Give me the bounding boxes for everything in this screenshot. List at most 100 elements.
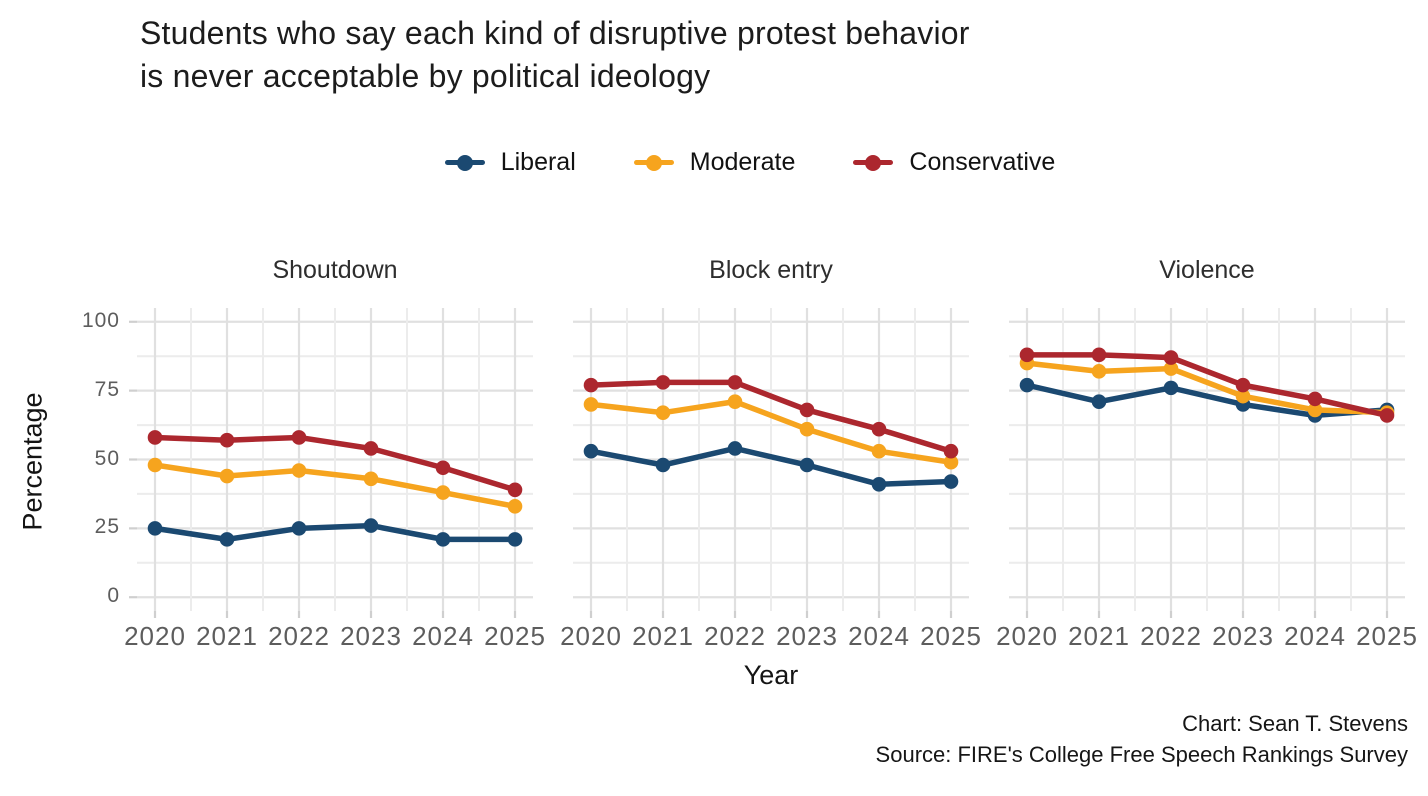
data-point-moderate-2024: [435, 485, 451, 500]
legend-label-conservative: Conservative: [909, 148, 1056, 176]
data-point-conservative-2024: [1307, 391, 1323, 407]
data-point-conservative-2023: [799, 402, 815, 418]
x-tick-label-shoutdown-2023: 2023: [340, 621, 402, 651]
data-point-conservative-2022: [1163, 350, 1179, 365]
series-line-conservative: [588, 379, 954, 454]
data-point-liberal-2023: [363, 518, 379, 533]
data-point-conservative-2025: [507, 482, 523, 498]
panel-title-shoutdown: Shoutdown: [272, 256, 398, 284]
data-point-liberal-2020: [147, 521, 163, 536]
legend-item-moderate: Moderate: [633, 148, 796, 177]
x-axis-title: Year: [743, 660, 799, 690]
chart-title-line1: Students who say each kind of disruptive…: [140, 15, 970, 51]
panel-plot-violence: [1009, 308, 1405, 618]
data-point-liberal-2022: [727, 441, 743, 456]
series-line-conservative: [152, 434, 518, 493]
chart-title-line2: is never acceptable by political ideolog…: [140, 58, 711, 94]
data-point-conservative-2021: [655, 375, 671, 390]
data-point-moderate-2023: [799, 421, 815, 437]
data-point-conservative-2024: [435, 460, 451, 476]
x-tick-label-violence-2023: 2023: [1212, 621, 1274, 651]
data-point-liberal-2020: [1019, 377, 1035, 393]
footer: Chart: Sean T. Stevens Source: FIRE's Co…: [876, 708, 1408, 770]
x-tick-label-shoutdown-2024: 2024: [412, 621, 474, 651]
data-point-liberal-2021: [219, 532, 235, 547]
data-point-liberal-2022: [1163, 380, 1179, 396]
data-point-liberal-2023: [799, 457, 815, 473]
data-point-liberal-2025: [943, 474, 959, 489]
data-point-liberal-2024: [435, 532, 451, 547]
data-point-liberal-2020: [583, 443, 599, 459]
x-tick-label-shoutdown-2025: 2025: [484, 621, 546, 651]
x-tick-label-block-entry-2025: 2025: [920, 621, 982, 651]
y-tick-label-0: 0: [107, 584, 120, 608]
data-point-moderate-2022: [291, 463, 307, 478]
y-tick-label-75: 75: [94, 377, 120, 401]
legend-label-moderate: Moderate: [689, 148, 796, 176]
panel-plot-block-entry: [573, 308, 969, 618]
y-tick-label-50: 50: [94, 446, 120, 470]
data-point-conservative-2020: [583, 377, 599, 393]
data-point-moderate-2024: [871, 443, 887, 459]
x-tick-label-shoutdown-2022: 2022: [268, 621, 330, 651]
legend-marker-liberal-icon: [444, 154, 485, 172]
legend-marker-moderate-icon: [633, 154, 674, 172]
panel-plot-shoutdown: [129, 308, 533, 618]
legend-item-liberal: Liberal: [444, 148, 576, 177]
chart-source: Source: FIRE's College Free Speech Ranki…: [875, 742, 1408, 767]
data-point-conservative-2021: [1091, 347, 1107, 363]
data-point-moderate-2022: [1163, 361, 1179, 376]
data-point-moderate-2021: [1091, 364, 1107, 379]
data-point-moderate-2023: [1235, 388, 1251, 404]
series-line-liberal: [1024, 382, 1390, 419]
legend-dot-moderate: [645, 154, 662, 171]
data-point-conservative-2022: [291, 430, 307, 445]
panel-title-violence: Violence: [1159, 256, 1255, 284]
y-tick-label-25: 25: [94, 515, 120, 539]
data-point-moderate-2021: [219, 468, 235, 484]
x-tick-label-shoutdown-2021: 2021: [196, 621, 258, 651]
chart-credit: Chart: Sean T. Stevens: [1182, 711, 1408, 736]
data-point-conservative-2023: [1235, 377, 1251, 393]
data-point-moderate-2021: [655, 405, 671, 420]
data-point-moderate-2024: [1307, 402, 1323, 418]
x-tick-label-block-entry-2024: 2024: [848, 621, 910, 651]
data-point-liberal-2025: [507, 532, 523, 547]
data-point-conservative-2024: [871, 421, 887, 437]
data-point-conservative-2020: [147, 430, 163, 445]
legend-label-liberal: Liberal: [500, 148, 576, 176]
legend: Liberal Moderate Conservative: [36, 148, 1428, 177]
series-line-moderate: [1024, 360, 1390, 416]
x-tick-label-block-entry-2023: 2023: [776, 621, 838, 651]
data-point-conservative-2020: [1019, 347, 1035, 363]
x-tick-label-block-entry-2021: 2021: [632, 621, 694, 651]
legend-marker-conservative-icon: [853, 154, 894, 172]
x-tick-label-violence-2020: 2020: [996, 621, 1058, 651]
data-point-conservative-2022: [727, 375, 743, 390]
data-point-liberal-2021: [655, 457, 671, 473]
data-point-conservative-2021: [219, 432, 235, 448]
data-point-moderate-2025: [943, 454, 959, 470]
chart-title: Students who say each kind of disruptive…: [140, 12, 970, 98]
y-tick-label-100: 100: [81, 308, 120, 332]
data-point-moderate-2020: [583, 397, 599, 412]
x-tick-label-shoutdown-2020: 2020: [124, 621, 186, 651]
series-line-moderate: [152, 462, 518, 510]
x-tick-label-block-entry-2020: 2020: [560, 621, 622, 651]
data-point-conservative-2025: [1379, 408, 1395, 423]
series-line-liberal: [152, 522, 518, 543]
data-point-liberal-2021: [1091, 394, 1107, 409]
data-point-liberal-2022: [291, 521, 307, 536]
x-tick-label-violence-2021: 2021: [1068, 621, 1130, 651]
x-tick-label-violence-2024: 2024: [1284, 621, 1346, 651]
data-point-moderate-2023: [363, 471, 379, 487]
legend-dot-conservative: [865, 154, 882, 171]
x-tick-label-block-entry-2022: 2022: [704, 621, 766, 651]
data-point-conservative-2023: [363, 441, 379, 456]
legend-dot-liberal: [456, 154, 473, 171]
series-line-conservative: [1024, 352, 1390, 419]
data-point-liberal-2024: [871, 476, 887, 492]
x-tick-label-violence-2022: 2022: [1140, 621, 1202, 651]
data-point-conservative-2025: [943, 443, 959, 459]
